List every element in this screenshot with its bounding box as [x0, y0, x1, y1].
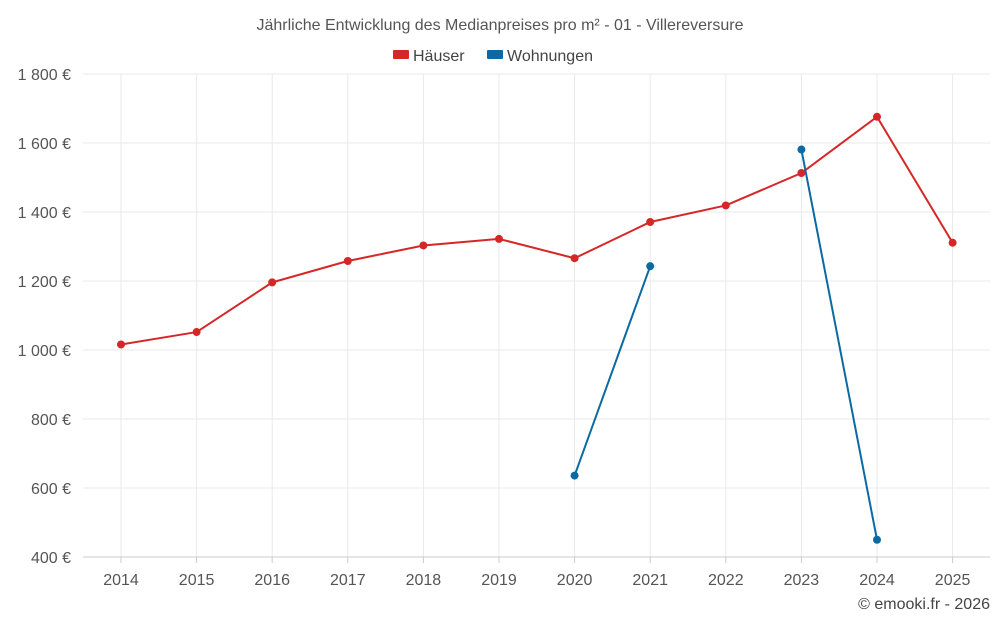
- y-tick-label: 1 400 €: [18, 205, 71, 222]
- x-tick-label: 2022: [708, 572, 744, 589]
- x-tick-label: 2018: [406, 572, 442, 589]
- data-point[interactable]: [873, 112, 881, 121]
- data-point[interactable]: [192, 328, 201, 337]
- data-point[interactable]: [570, 254, 579, 263]
- series-line: [120, 115, 954, 346]
- y-tick-label: 1 800 €: [18, 67, 71, 84]
- x-tick-label: 2025: [935, 572, 971, 589]
- legend-swatch: [487, 50, 503, 59]
- x-tick-label: 2021: [632, 572, 668, 589]
- x-tick-label: 2014: [103, 572, 139, 589]
- data-point[interactable]: [419, 241, 428, 250]
- y-tick-label: 400 €: [31, 550, 71, 567]
- legend: Häuser Wohnungen: [393, 48, 593, 65]
- data-point[interactable]: [343, 256, 352, 265]
- data-point[interactable]: [797, 169, 806, 178]
- x-tick-label: 2016: [254, 572, 290, 589]
- data-point[interactable]: [646, 218, 655, 227]
- legend-swatch: [393, 50, 409, 59]
- y-tick-label: 1 000 €: [18, 343, 71, 360]
- legend-label[interactable]: Häuser: [413, 48, 465, 65]
- data-point[interactable]: [873, 535, 881, 544]
- data-point[interactable]: [948, 238, 957, 247]
- data-point[interactable]: [797, 145, 806, 154]
- x-tick-label: 2019: [481, 572, 517, 589]
- x-tick-label: 2017: [330, 572, 366, 589]
- data-point[interactable]: [646, 262, 655, 271]
- axes: 400 € 600 € 800 € 1 000 € 1 200 € 1 400 € 1 60…: [18, 67, 990, 589]
- x-tick-label: 2015: [179, 572, 215, 589]
- y-tick-label: 1 200 €: [18, 274, 71, 291]
- data-point[interactable]: [495, 234, 503, 243]
- data-point[interactable]: [570, 471, 579, 480]
- data-point[interactable]: [268, 278, 277, 287]
- grid-lines: [83, 73, 990, 558]
- series-layer: [117, 112, 957, 544]
- credit-text: © emooki.fr - 2026: [858, 596, 990, 613]
- x-tick-label: 2020: [557, 572, 593, 589]
- series-line: [573, 265, 652, 476]
- legend-label[interactable]: Wohnungen: [507, 48, 593, 65]
- series-haeuser: [117, 112, 957, 349]
- series-wohnungen: [570, 145, 881, 544]
- y-tick-label: 800 €: [31, 412, 71, 429]
- x-tick-label: 2024: [859, 572, 895, 589]
- series-line: [800, 149, 878, 540]
- y-tick-label: 600 €: [31, 481, 71, 498]
- y-tick-label: 1 600 €: [18, 136, 71, 153]
- data-point[interactable]: [721, 201, 730, 210]
- chart-title: Jährliche Entwicklung des Medianpreises …: [256, 17, 743, 34]
- x-tick-label: 2023: [784, 572, 820, 589]
- data-point[interactable]: [117, 340, 125, 349]
